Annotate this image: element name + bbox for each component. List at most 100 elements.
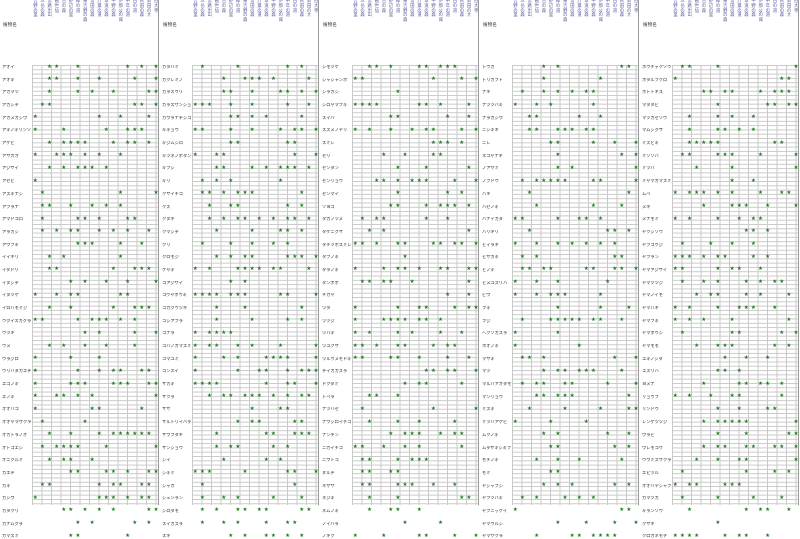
presence-star: ★ — [256, 367, 262, 374]
presence-star: ★ — [395, 355, 401, 362]
presence-star: ★ — [199, 126, 205, 133]
presence-star: ★ — [701, 317, 707, 324]
presence-star: ★ — [313, 291, 319, 298]
column-header: 中年の道 — [445, 0, 450, 19]
presence-star: ★ — [750, 114, 756, 121]
presence-star: ★ — [153, 279, 159, 286]
presence-star: ★ — [110, 228, 116, 235]
presence-star: ★ — [633, 152, 639, 159]
presence-star: ★ — [395, 88, 401, 95]
presence-star: ★ — [103, 317, 109, 324]
presence-star: ★ — [47, 342, 53, 349]
presence-star: ★ — [278, 126, 284, 133]
presence-star: ★ — [750, 228, 756, 235]
presence-star: ★ — [359, 456, 365, 463]
plant-name: ハゼノキ — [482, 204, 499, 209]
presence-star: ★ — [270, 444, 276, 451]
presence-star: ★ — [68, 532, 74, 539]
presence-star: ★ — [583, 266, 589, 273]
plant-name: アジサイ — [2, 166, 19, 171]
plant-name: トリカブト — [482, 77, 503, 82]
presence-star: ★ — [466, 494, 472, 501]
presence-star: ★ — [388, 507, 394, 514]
presence-star: ★ — [374, 215, 380, 222]
presence-star: ★ — [701, 190, 707, 197]
presence-star: ★ — [68, 456, 74, 463]
presence-star: ★ — [416, 266, 422, 273]
column-header: 宮田の森 — [250, 0, 255, 19]
presence-star: ★ — [103, 469, 109, 476]
presence-star: ★ — [612, 482, 618, 489]
column-header: 西大寺 — [153, 0, 159, 14]
presence-star: ★ — [118, 317, 124, 324]
plant-name: アラカシ — [2, 229, 19, 234]
plant-name: レンゲツツジ — [642, 420, 668, 425]
presence-star: ★ — [743, 380, 749, 387]
presence-star: ★ — [68, 139, 74, 146]
presence-star: ★ — [139, 266, 145, 273]
presence-star: ★ — [765, 355, 771, 362]
presence-star: ★ — [736, 380, 742, 387]
plant-name: ヨメナ — [642, 382, 655, 387]
presence-star: ★ — [512, 507, 518, 514]
presence-star: ★ — [32, 152, 38, 159]
column-header: 観世仙 — [694, 0, 699, 14]
presence-star: ★ — [736, 304, 742, 311]
presence-star: ★ — [299, 203, 305, 210]
presence-star: ★ — [32, 393, 38, 400]
presence-star: ★ — [110, 380, 116, 387]
presence-star: ★ — [459, 76, 465, 83]
presence-star: ★ — [555, 126, 561, 133]
presence-star: ★ — [612, 444, 618, 451]
presence-star: ★ — [292, 215, 298, 222]
presence-star: ★ — [153, 507, 159, 514]
presence-star: ★ — [779, 444, 785, 451]
column-header: 新田の大 — [306, 0, 312, 19]
presence-star: ★ — [292, 418, 298, 425]
presence-star: ★ — [633, 177, 639, 184]
presence-star: ★ — [139, 63, 145, 70]
presence-star: ★ — [235, 63, 241, 70]
plant-name: アカマツ — [2, 90, 19, 95]
presence-star: ★ — [548, 101, 554, 108]
presence-star: ★ — [715, 456, 721, 463]
presence-star: ★ — [299, 228, 305, 235]
presence-star: ★ — [352, 241, 358, 248]
presence-star: ★ — [416, 444, 422, 451]
presence-star: ★ — [47, 431, 53, 438]
presence-star: ★ — [367, 456, 373, 463]
presence-star: ★ — [445, 114, 451, 121]
presence-star: ★ — [722, 152, 728, 159]
plant-name: カマツカ — [642, 496, 659, 501]
plant-name: オトコエシ — [2, 445, 23, 450]
presence-star: ★ — [199, 63, 205, 70]
presence-star: ★ — [313, 253, 319, 260]
plant-name: シャシャンボ — [322, 77, 348, 82]
presence-star: ★ — [139, 431, 145, 438]
plant-name: ヤブニッケイ — [482, 508, 508, 513]
column-header: 宮路出山 — [207, 0, 212, 19]
presence-star: ★ — [118, 291, 124, 298]
presence-star: ★ — [679, 253, 685, 260]
presence-star: ★ — [61, 253, 67, 260]
presence-star: ★ — [132, 76, 138, 83]
presence-star: ★ — [548, 177, 554, 184]
column-header: 野辺の里 — [388, 0, 394, 19]
plant-name: サンショウ — [162, 445, 183, 450]
plant-name: コナラ — [162, 331, 175, 336]
presence-star: ★ — [132, 101, 138, 108]
presence-star: ★ — [590, 317, 596, 324]
column-header: 中年の道 — [605, 0, 610, 19]
presence-star: ★ — [672, 393, 678, 400]
presence-star: ★ — [299, 507, 305, 514]
presence-star: ★ — [694, 190, 700, 197]
presence-star: ★ — [285, 367, 291, 374]
presence-star: ★ — [750, 177, 756, 184]
column-header: 宮路出山 — [367, 0, 372, 19]
presence-star: ★ — [285, 405, 291, 412]
presence-star: ★ — [416, 456, 422, 463]
presence-star: ★ — [61, 393, 67, 400]
plant-name: リョウブ — [642, 394, 659, 399]
plant-name: クロガネモチ — [642, 534, 668, 539]
plant-name: タチツボスミレ — [322, 242, 351, 247]
